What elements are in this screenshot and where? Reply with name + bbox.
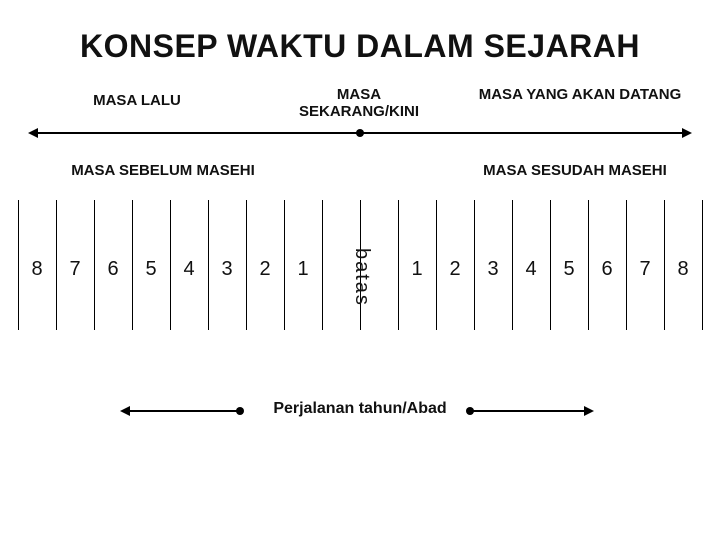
- num-right: 4: [511, 258, 551, 281]
- dot: [466, 407, 474, 415]
- num-right: 3: [473, 258, 513, 281]
- num-left: 3: [207, 258, 247, 281]
- num-left: 5: [131, 258, 171, 281]
- bottom-arrow-right: [470, 410, 592, 412]
- num-left: 8: [17, 258, 57, 281]
- label-masa-akan-datang: MASA YANG AKAN DATANG: [470, 86, 690, 103]
- label-masa-lalu: MASA LALU: [62, 92, 212, 109]
- label-sebelum-masehi: MASA SEBELUM MASEHI: [58, 162, 268, 179]
- top-timeline-arrow: [30, 132, 690, 134]
- num-right: 5: [549, 258, 589, 281]
- num-left: 1: [283, 258, 323, 281]
- num-right: 7: [625, 258, 665, 281]
- dot: [236, 407, 244, 415]
- num-right: 2: [435, 258, 475, 281]
- center-batas: batas: [350, 248, 373, 307]
- bottom-arrow-left: [122, 410, 240, 412]
- num-left: 4: [169, 258, 209, 281]
- bottom-caption: Perjalanan tahun/Abad: [0, 400, 720, 418]
- num-right: 8: [663, 258, 703, 281]
- num-left: 6: [93, 258, 133, 281]
- num-right: 6: [587, 258, 627, 281]
- num-left: 2: [245, 258, 285, 281]
- timeline-center-dot: [356, 129, 364, 137]
- label-sesudah-masehi: MASA SESUDAH MASEHI: [470, 162, 680, 179]
- num-left: 7: [55, 258, 95, 281]
- num-right: 1: [397, 258, 437, 281]
- label-masa-sekarang: MASA SEKARANG/KINI: [278, 86, 440, 120]
- page-title: KONSEP WAKTU DALAM SEJARAH: [0, 28, 720, 65]
